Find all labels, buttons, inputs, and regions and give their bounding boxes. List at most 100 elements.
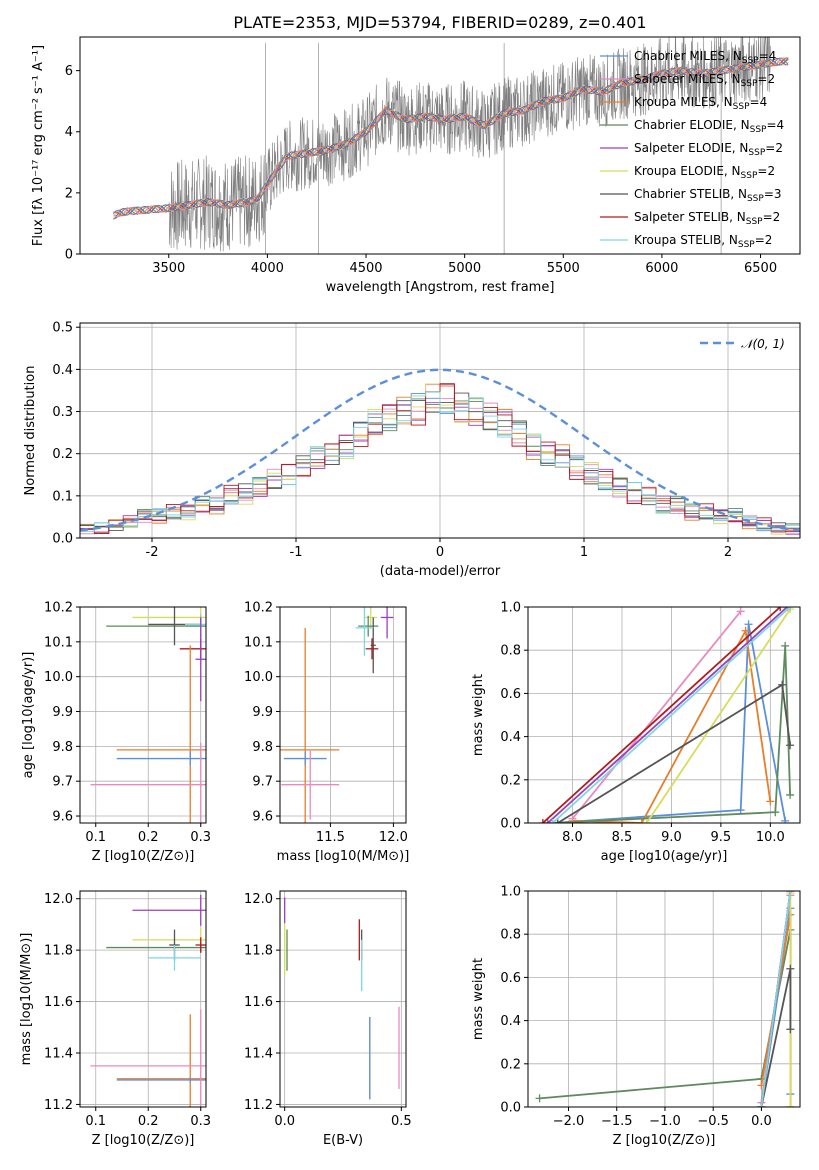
y-tick-label: 11.4 <box>244 1047 273 1062</box>
weight-series-line <box>571 610 742 820</box>
x-tick-label: 6500 <box>744 261 777 276</box>
weight-series-line <box>572 627 772 823</box>
y-tick-label: 0.0 <box>500 1101 521 1116</box>
y-tick-label: 1.0 <box>500 885 521 900</box>
y-tick-label: 11.8 <box>244 944 273 959</box>
legend-entry: Kroupa MILES, NSSP=4 <box>634 95 767 112</box>
legend-entry: Chabrier STELIB, NSSP=3 <box>634 187 782 204</box>
weight-point-marker <box>766 797 775 806</box>
weight-series-line <box>760 968 792 1107</box>
legend-entry: Salpeter ELODIE, NSSP=2 <box>634 141 783 158</box>
weight-vs-z-panel: −2.0 −1.5 −1.0 −0.5 0.0 0.0 0.2 0.4 0.6 0.8 1.0 Z [… <box>471 885 801 1148</box>
x-tick-label: −1.5 <box>601 1114 633 1129</box>
y-tick-label: 10.0 <box>244 670 273 685</box>
axes-frame <box>79 36 801 255</box>
y-axis-label: mass [log10(M/M⊙)] <box>19 933 34 1066</box>
x-tick-label: 0.1 <box>85 1114 106 1129</box>
y-tick-label: 11.8 <box>44 944 73 959</box>
x-tick-label: −1.0 <box>649 1114 681 1129</box>
model-spectrum-line <box>113 57 789 220</box>
y-axis-label: mass weight <box>471 958 486 1040</box>
x-axis-label: E(B-V) <box>323 1133 363 1148</box>
weight-point-marker <box>548 819 557 823</box>
y-tick-label: 10.2 <box>44 601 73 616</box>
weight-point-marker <box>637 819 646 823</box>
x-tick-label: 0.0 <box>274 1114 295 1129</box>
y-tick-label: 0.0 <box>500 817 521 832</box>
x-tick-label: 8.0 <box>562 830 583 845</box>
weight-series-line <box>552 624 787 823</box>
weight-point-marker <box>535 1094 544 1103</box>
y-tick-label: 0.4 <box>52 363 73 378</box>
y-tick-label: 0.0 <box>52 532 73 547</box>
figure-title: PLATE=2353, MJD=53794, FIBERID=0289, z=0… <box>233 13 646 32</box>
y-tick-label: 0.1 <box>52 489 73 504</box>
x-tick-label: 9.5 <box>711 830 732 845</box>
y-tick-label: 12.0 <box>44 892 73 907</box>
y-tick-label: 0 <box>65 248 73 263</box>
x-tick-label: 0.3 <box>190 1114 211 1129</box>
x-tick-label: 0.1 <box>85 830 106 845</box>
y-tick-label: 10.2 <box>244 601 273 616</box>
weight-point-marker <box>786 891 795 895</box>
y-tick-label: 9.7 <box>52 775 73 790</box>
y-tick-label: 11.2 <box>244 1098 273 1113</box>
y-tick-label: 0.4 <box>500 730 521 745</box>
weight-point-marker <box>741 626 750 635</box>
weight-point-marker <box>736 607 745 616</box>
axes-frame <box>79 606 207 824</box>
y-axis-label: age [log10(age/yr)] <box>21 652 36 779</box>
x-tick-label: −2.0 <box>553 1114 585 1129</box>
x-tick-label: 6000 <box>645 261 678 276</box>
y-axis-label: Flux [fλ 10⁻¹⁷ erg cm⁻² s⁻¹ A⁻¹] <box>31 45 46 246</box>
weight-vs-age-plot-area <box>538 607 795 823</box>
weight-vs-z-plot-area <box>535 891 795 1107</box>
y-tick-label: 10.1 <box>44 635 73 650</box>
x-tick-label: 8.5 <box>612 830 633 845</box>
x-tick-label: 4500 <box>349 261 382 276</box>
residuals-plot-area <box>80 368 800 535</box>
y-tick-label: 0.2 <box>500 773 521 788</box>
weight-point-marker <box>543 819 552 823</box>
axes-frame <box>79 890 207 1108</box>
weight-series-line <box>547 607 788 823</box>
y-tick-label: 10.0 <box>44 670 73 685</box>
y-tick-label: 0.6 <box>500 971 521 986</box>
y-tick-label: 0.8 <box>500 644 521 659</box>
x-tick-label: 11.5 <box>316 830 345 845</box>
axes-frame <box>279 606 407 824</box>
spectrum-plot-area <box>113 37 789 254</box>
x-tick-label: 0 <box>436 545 444 560</box>
mass-vs-ebv-plot-area <box>284 897 400 1100</box>
legend-entry: Salpeter MILES, NSSP=2 <box>634 72 775 89</box>
x-tick-label: −0.5 <box>697 1114 729 1129</box>
y-tick-label: 1.0 <box>500 601 521 616</box>
weight-point-marker <box>538 819 547 823</box>
y-tick-label: 9.9 <box>52 705 73 720</box>
weight-point-marker <box>744 620 753 629</box>
x-tick-label: 5000 <box>448 261 481 276</box>
weight-point-marker <box>786 790 795 799</box>
weight-point-marker <box>778 680 787 689</box>
x-axis-label: age [log10(age/yr)] <box>601 849 728 864</box>
age-vs-mass-plot-area <box>280 607 394 823</box>
x-tick-label: 0.2 <box>138 830 159 845</box>
x-tick-label: 5500 <box>547 261 580 276</box>
mass-vs-z-panel: 0.1 0.2 0.3 11.2 11.4 11.6 11.8 12.0 Z [log10(Z/… <box>19 890 211 1148</box>
mass-vs-ebv-panel: 0.0 0.5 11.2 11.4 11.6 11.8 12.0 E(B-V) <box>244 890 412 1148</box>
age-vs-z-panel: 0.1 0.2 0.3 9.6 9.7 9.8 9.9 10.0 10.1 10.2 Z [log1… <box>21 601 211 865</box>
y-axis-label: mass weight <box>471 674 486 756</box>
y-tick-label: 9.8 <box>252 740 273 755</box>
y-tick-label: 9.6 <box>252 810 273 825</box>
legend-entry: Kroupa STELIB, NSSP=2 <box>634 233 772 250</box>
residuals-panel: -2 -1 0 1 2 0.0 0.1 0.2 0.3 0.4 0.5 (data-model)/er… <box>23 321 801 579</box>
axes-frame <box>527 606 801 824</box>
residual-histogram-step <box>80 391 800 532</box>
spectrum-panel: 3500 4000 4500 5000 5500 6000 6500 0 2 4 6 waveleng… <box>31 36 801 295</box>
legend-entry: Kroupa ELODIE, NSSP=2 <box>634 164 775 181</box>
age-vs-mass-panel: 11.5 12.0 9.6 9.7 9.8 9.9 10.0 10.1 10.2 mass [lo… <box>244 601 409 865</box>
x-tick-label: 12.0 <box>379 830 408 845</box>
x-tick-label: 0.2 <box>138 1114 159 1129</box>
weight-point-marker <box>553 819 562 823</box>
